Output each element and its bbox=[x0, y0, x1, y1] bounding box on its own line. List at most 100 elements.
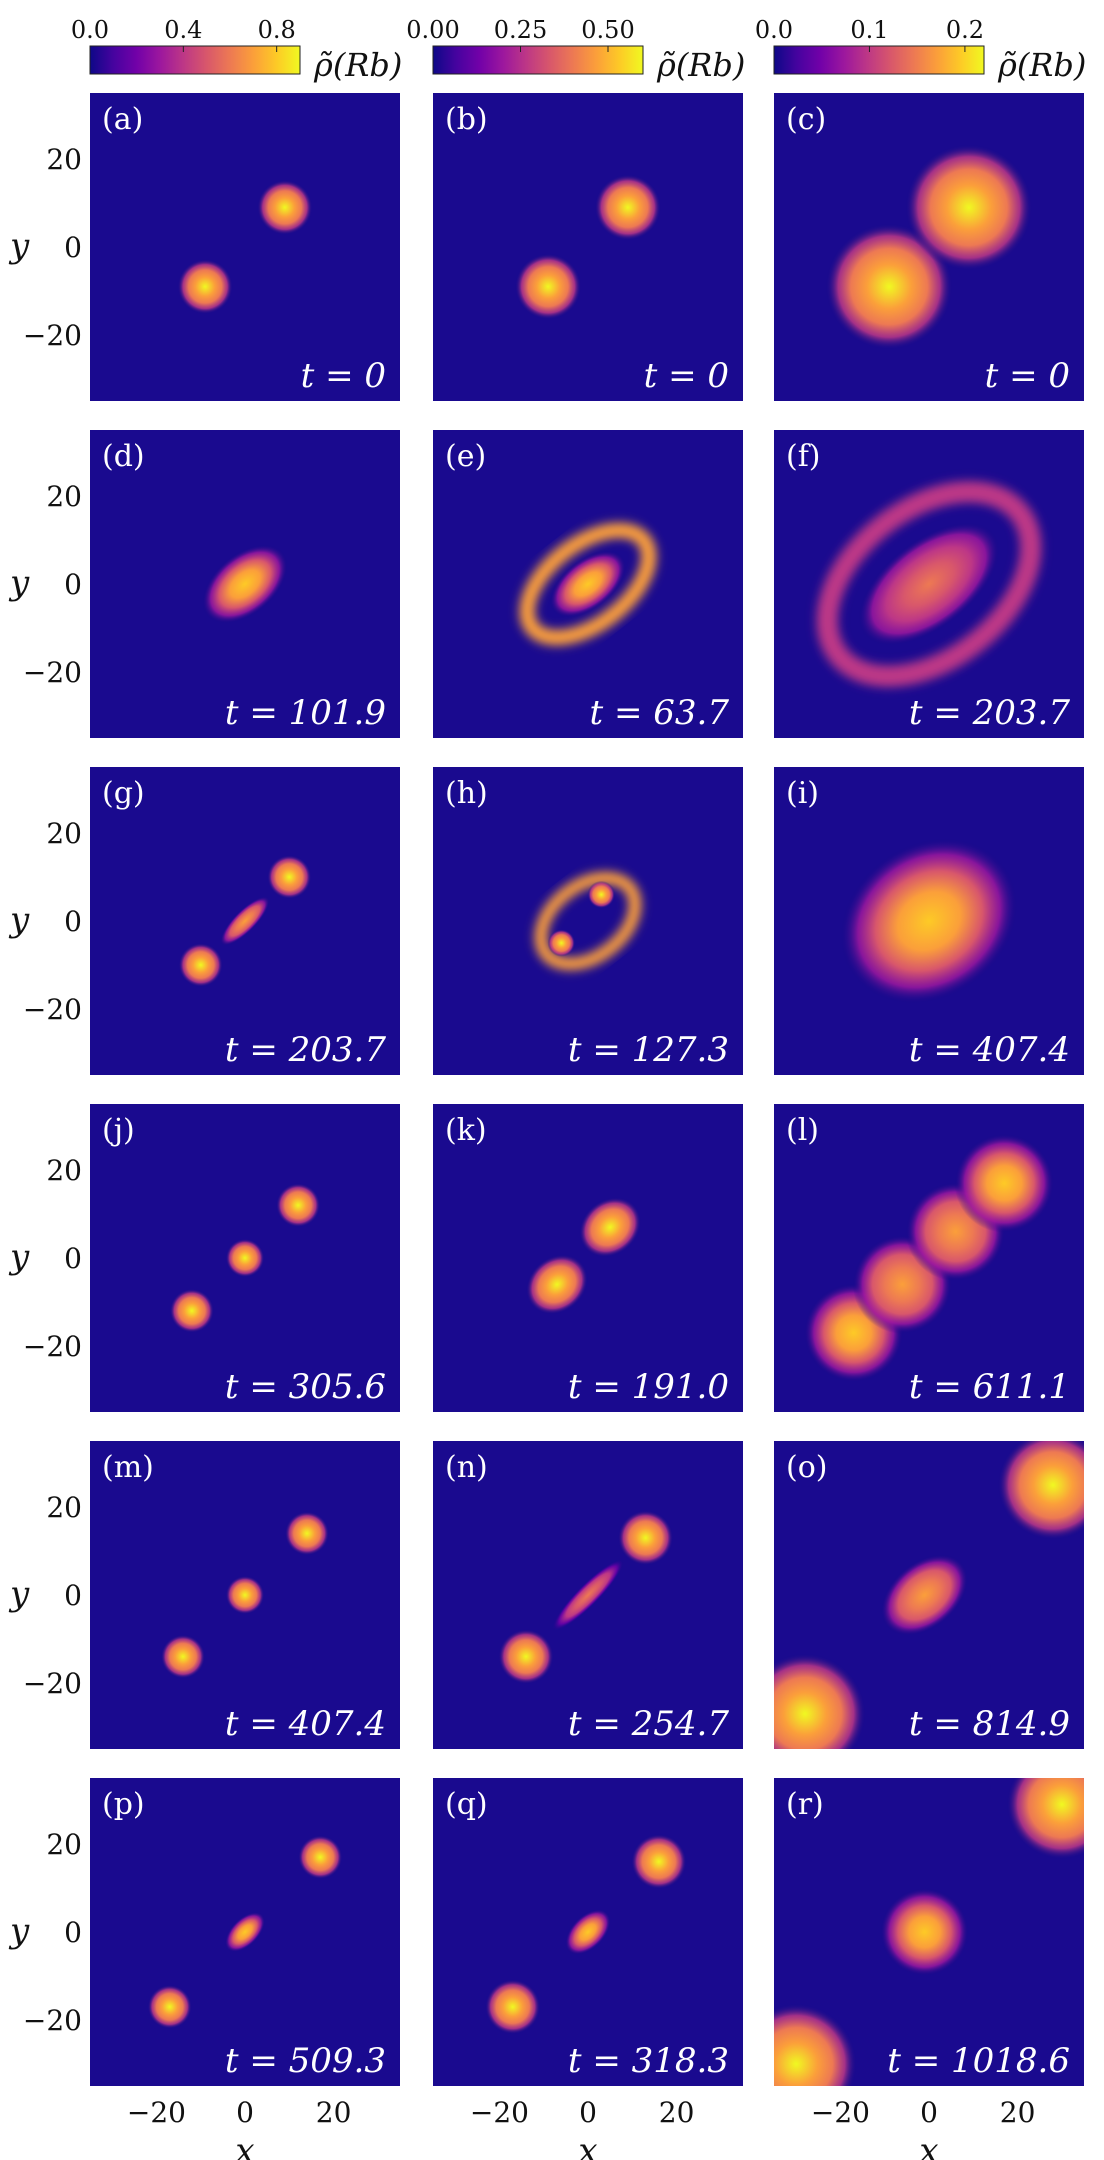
density-blob bbox=[547, 929, 576, 957]
density-blob bbox=[147, 1984, 192, 2029]
colorbar-tick-label: 0.00 bbox=[406, 16, 459, 44]
panel-background bbox=[433, 1104, 743, 1412]
y-axis-label: y bbox=[8, 1574, 30, 1614]
y-axis-label: y bbox=[8, 226, 30, 266]
panel-label: (q) bbox=[445, 1787, 488, 1822]
panel-time: t = 203.7 bbox=[909, 693, 1070, 733]
panel-b: (b) t = 0 bbox=[433, 93, 743, 401]
panel-time: t = 254.7 bbox=[568, 1704, 729, 1744]
colorbar-0-label: ρ̃(Rb) bbox=[313, 46, 402, 84]
colorbar-tick-label: 0.0 bbox=[71, 16, 109, 44]
density-blob bbox=[220, 896, 270, 946]
panel-r: (r) t = 1018.6 −20 0 20 x bbox=[774, 1778, 1084, 2160]
panel-label: (o) bbox=[786, 1450, 827, 1485]
density-blob bbox=[549, 550, 627, 618]
y-tick-label: 0 bbox=[64, 568, 82, 601]
density-blob bbox=[485, 1979, 541, 2035]
density-blob bbox=[617, 1510, 674, 1566]
y-axis-label: y bbox=[8, 563, 30, 603]
x-tick-label: 20 bbox=[316, 2096, 352, 2129]
density-blob bbox=[202, 544, 288, 624]
colorbar-tick-label: 0.8 bbox=[258, 16, 296, 44]
panel-label: (i) bbox=[786, 776, 819, 811]
panel-background bbox=[90, 93, 400, 401]
panel-label: (e) bbox=[445, 439, 486, 474]
panel-time: t = 611.1 bbox=[909, 1367, 1070, 1407]
y-tick-label: 0 bbox=[64, 231, 82, 264]
colorbar-2-gradient bbox=[773, 45, 985, 75]
colorbar-tick-label: 0.2 bbox=[946, 16, 984, 44]
colorbar-1-gradient bbox=[432, 45, 644, 75]
colorbar-tick-label: 0.25 bbox=[494, 16, 547, 44]
panel-time: t = 0 bbox=[301, 356, 386, 396]
density-blob bbox=[880, 1554, 969, 1636]
panel-time: t = 318.3 bbox=[568, 2041, 729, 2081]
panel-label: (g) bbox=[102, 776, 145, 811]
y-tick-label: 0 bbox=[64, 1579, 82, 1612]
density-blob bbox=[267, 855, 312, 899]
x-tick-label: 0 bbox=[920, 2096, 938, 2129]
density-ring bbox=[816, 481, 1042, 687]
panel-time: t = 407.4 bbox=[225, 1704, 386, 1744]
density-blob bbox=[858, 522, 1000, 646]
density-blob bbox=[169, 1288, 214, 1333]
colorbar-tick-label: 0.0 bbox=[755, 16, 793, 44]
colorbar-0: 0.0 0.4 0.8 ρ̃(Rb) bbox=[71, 16, 402, 84]
panel-time: t = 101.9 bbox=[225, 693, 386, 733]
y-tick-label: −20 bbox=[23, 993, 82, 1026]
panel-label: (h) bbox=[445, 776, 488, 811]
panel-label: (c) bbox=[786, 102, 826, 137]
colorbar-1: 0.00 0.25 0.50 ρ̃(Rb) bbox=[406, 16, 745, 84]
panel-time: t = 509.3 bbox=[225, 2041, 386, 2081]
panel-time: t = 127.3 bbox=[568, 1030, 729, 1070]
y-tick-label: −20 bbox=[23, 2004, 82, 2037]
density-blob bbox=[224, 1911, 266, 1953]
density-ring bbox=[534, 871, 642, 971]
density-blob bbox=[587, 880, 616, 909]
y-tick-label: 20 bbox=[46, 817, 82, 850]
density-blob bbox=[276, 1183, 321, 1228]
density-blob bbox=[579, 1197, 642, 1258]
density-blob bbox=[225, 1575, 265, 1615]
panel-label: (n) bbox=[445, 1450, 488, 1485]
x-tick-label: 0 bbox=[579, 2096, 597, 2129]
density-blob bbox=[498, 1629, 554, 1685]
y-axis-label: y bbox=[8, 900, 30, 940]
panel-label: (f) bbox=[786, 439, 821, 474]
x-tick-label: −20 bbox=[127, 2096, 186, 2129]
density-blob bbox=[514, 253, 582, 320]
density-blob bbox=[840, 837, 1018, 1005]
density-blob bbox=[997, 1441, 1084, 1540]
panel-time: t = 63.7 bbox=[590, 693, 730, 733]
density-blob bbox=[257, 179, 313, 235]
panel-q: (q) t = 318.3 −20 0 20 x bbox=[433, 1778, 743, 2160]
x-axis-label: x bbox=[235, 2131, 254, 2160]
y-axis-label: y bbox=[8, 1911, 30, 1951]
panel-label: (p) bbox=[102, 1787, 145, 1822]
panel-h: (h) t = 127.3 bbox=[433, 767, 743, 1075]
panel-j: (j) t = 305.6 20 0 −20 y bbox=[8, 1104, 400, 1412]
x-tick-label: 20 bbox=[659, 2096, 695, 2129]
y-tick-label: −20 bbox=[23, 319, 82, 352]
colorbar-2: 0.0 0.1 0.2 ρ̃(Rb) bbox=[755, 16, 1086, 84]
panel-label: (j) bbox=[102, 1113, 135, 1148]
x-tick-label: −20 bbox=[811, 2096, 870, 2129]
density-blob bbox=[284, 1511, 330, 1556]
colorbar-tick-label: 0.50 bbox=[581, 16, 634, 44]
colorbar-tick-label: 0.4 bbox=[164, 16, 202, 44]
colorbar-2-label: ρ̃(Rb) bbox=[997, 46, 1086, 84]
panel-time: t = 1018.6 bbox=[887, 2041, 1070, 2081]
panel-background bbox=[433, 93, 743, 401]
density-blob bbox=[880, 1888, 969, 1976]
density-blob bbox=[631, 1834, 687, 1890]
colorbar-1-label: ρ̃(Rb) bbox=[656, 46, 745, 84]
y-tick-label: 20 bbox=[46, 1828, 82, 1861]
panel-time: t = 191.0 bbox=[568, 1367, 729, 1407]
panel-p: (p) t = 509.3 20 0 −20 y −20 0 20 x bbox=[8, 1778, 400, 2160]
density-blob bbox=[177, 259, 233, 315]
density-blob bbox=[774, 2003, 858, 2086]
panel-g: (g) t = 203.7 20 0 −20 y bbox=[8, 767, 400, 1075]
density-blob bbox=[954, 1133, 1055, 1233]
y-tick-label: −20 bbox=[23, 656, 82, 689]
density-blob bbox=[825, 223, 953, 350]
